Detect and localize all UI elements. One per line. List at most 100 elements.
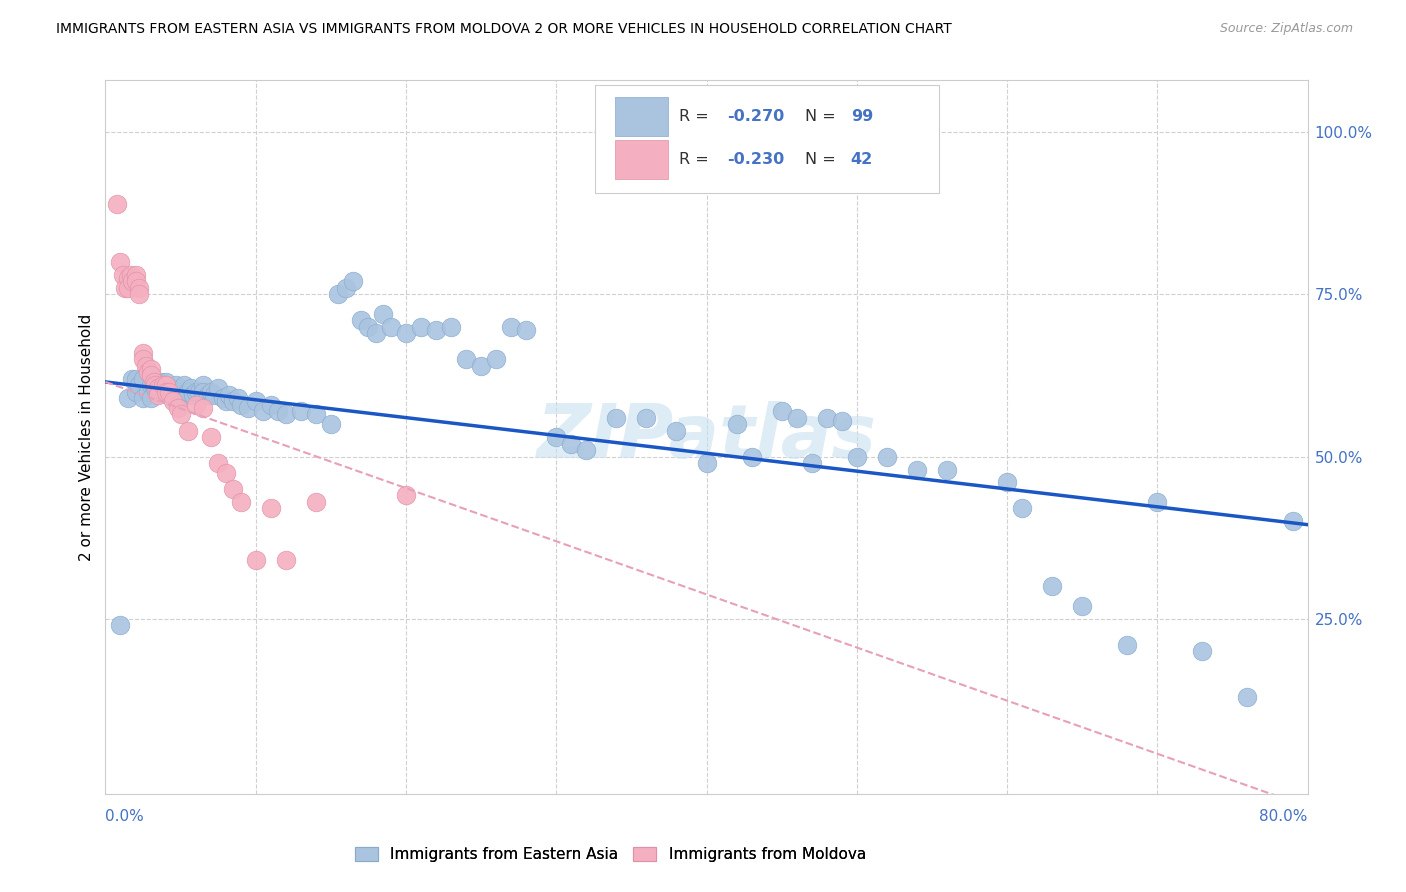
Point [143,378,166,392]
Point [139,378,162,392]
Point [238,401,260,415]
Point [128,378,150,392]
Point [177,424,200,438]
Point [260,501,283,516]
Point [274,408,297,422]
Point [395,488,418,502]
Point [124,268,146,282]
Point [605,410,627,425]
Point [124,372,146,386]
Point [132,391,155,405]
Text: IMMIGRANTS FROM EASTERN ASIA VS IMMIGRANTS FROM MOLDOVA 2 OR MORE VEHICLES IN HO: IMMIGRANTS FROM EASTERN ASIA VS IMMIGRAN… [56,22,952,37]
Point [560,436,582,450]
Point [636,410,658,425]
Point [207,381,229,395]
Text: 99: 99 [851,109,873,124]
Point [222,394,245,409]
Point [725,417,748,431]
Point [485,352,508,367]
FancyBboxPatch shape [595,86,939,193]
Text: N =: N = [806,109,841,124]
Point [741,450,763,464]
Point [260,398,283,412]
Point [876,450,898,464]
Point [222,482,245,496]
Point [335,281,357,295]
Point [267,404,290,418]
Point [191,401,214,415]
Point [440,319,463,334]
Point [252,404,274,418]
Point [815,410,838,425]
Point [380,319,402,334]
Point [800,456,823,470]
Point [166,401,188,415]
Point [146,378,169,392]
Point [159,381,181,395]
Point [124,384,146,399]
Text: R =: R = [679,152,714,167]
Point [211,391,233,405]
Point [191,378,214,392]
Point [1236,690,1258,704]
Point [132,372,155,386]
Point [665,424,688,438]
Point [155,384,177,399]
Point [155,381,177,395]
Point [152,378,174,392]
Point [245,553,267,567]
Point [181,388,204,402]
Point [157,384,180,399]
Legend: Immigrants from Eastern Asia, Immigrants from Moldova: Immigrants from Eastern Asia, Immigrants… [349,841,872,868]
Point [425,323,447,337]
Text: N =: N = [806,152,841,167]
Point [905,462,928,476]
Point [409,319,432,334]
Point [173,378,195,392]
Point [169,408,191,422]
Point [117,271,139,285]
Point [305,408,328,422]
Point [395,326,418,341]
Point [546,430,568,444]
Point [187,384,209,399]
Point [152,384,174,399]
Text: 0.0%: 0.0% [105,809,145,824]
Text: -0.270: -0.270 [727,109,785,124]
Point [995,475,1018,490]
Point [155,378,177,392]
Point [470,359,492,373]
Point [200,430,222,444]
Point [845,450,868,464]
Text: 80.0%: 80.0% [1260,809,1308,824]
Point [245,394,267,409]
Point [1011,501,1033,516]
Point [142,378,165,392]
Point [319,417,342,431]
Point [575,443,598,458]
Point [328,287,350,301]
Text: R =: R = [679,109,714,124]
Point [157,384,180,399]
Point [696,456,718,470]
Point [143,381,166,395]
Point [226,391,249,405]
Point [166,386,188,401]
Point [132,352,155,367]
Point [177,384,200,399]
Point [454,352,477,367]
Point [162,394,184,409]
Point [214,394,236,409]
Point [786,410,808,425]
Point [501,319,523,334]
Point [121,274,143,288]
Point [162,384,184,399]
Point [136,384,159,399]
Point [1281,515,1303,529]
Point [120,268,142,282]
Point [214,466,236,480]
Point [290,404,312,418]
Point [191,384,214,399]
FancyBboxPatch shape [616,97,668,136]
Point [200,384,222,399]
